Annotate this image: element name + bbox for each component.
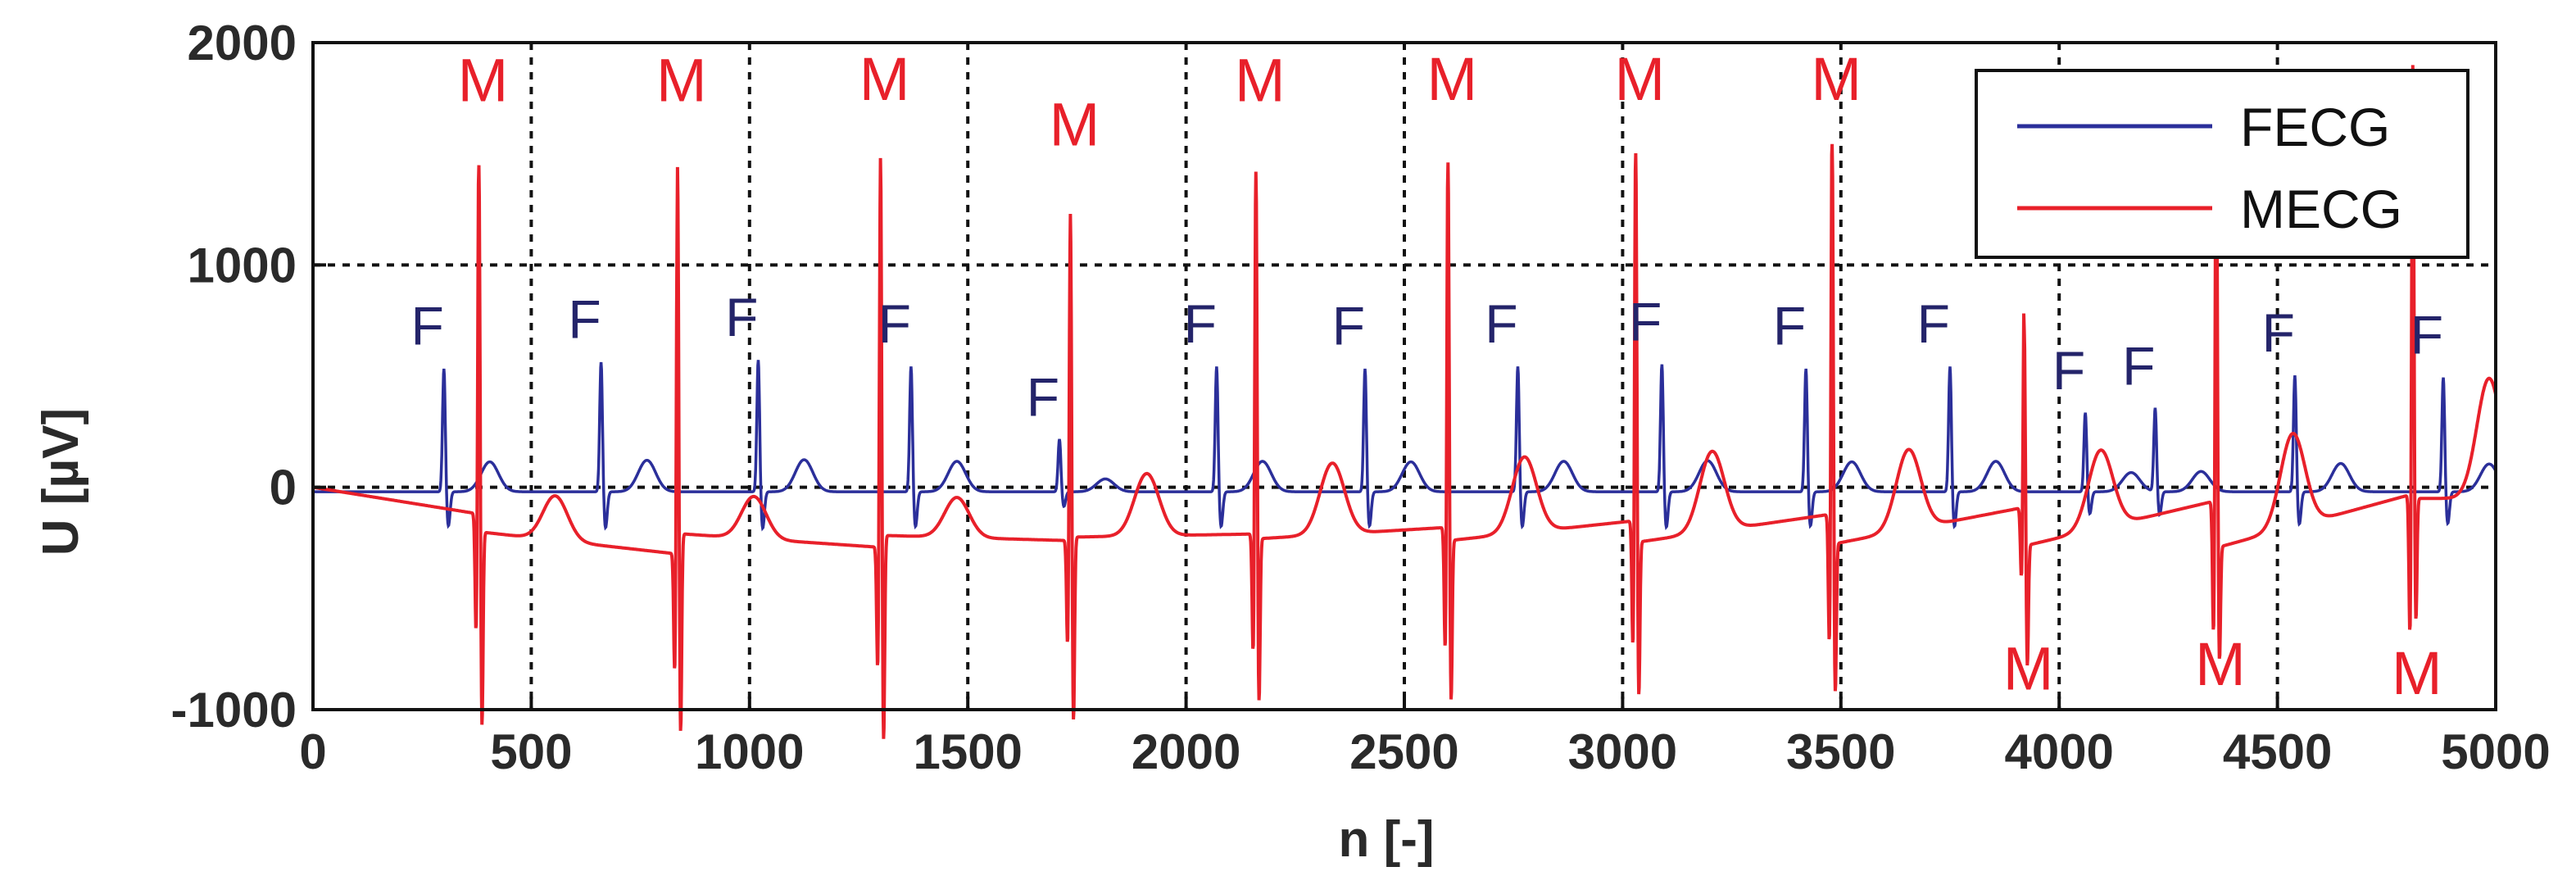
x-tick-label: 4000 — [2004, 724, 2113, 779]
mecg-peak-label: M — [2003, 635, 2054, 703]
fecg-peak-label: F — [2262, 302, 2295, 363]
x-tick-label: 500 — [490, 724, 572, 779]
mecg-peak-label: M — [1050, 91, 1100, 159]
fecg-peak-label: F — [1332, 296, 1365, 356]
mecg-peak-label: M — [656, 46, 707, 114]
fecg-peak-label: F — [2410, 305, 2443, 365]
x-tick-label: 1000 — [695, 724, 804, 779]
mecg-peak-label: M — [2195, 630, 2246, 698]
legend-box — [1975, 69, 2469, 259]
fecg-peak-label: F — [1027, 367, 1059, 428]
y-axis-label: U [µV] — [33, 408, 89, 556]
mecg-peak-label: M — [1811, 45, 1862, 113]
fecg-peak-label: F — [411, 296, 444, 356]
fecg-peak-label: F — [2052, 340, 2085, 401]
mecg-peak-label: M — [2392, 639, 2442, 707]
fecg-peak-label: F — [1773, 296, 1806, 356]
x-tick-label: 2500 — [1349, 724, 1458, 779]
y-tick-label: 2000 — [188, 16, 297, 70]
y-tick-label: -1000 — [171, 683, 297, 738]
fecg-peak-label: F — [1485, 293, 1517, 354]
x-tick-label: 1500 — [913, 724, 1022, 779]
mecg-series-line — [312, 65, 2497, 739]
fecg-peak-label: F — [725, 287, 758, 347]
legend-label-fecg: FECG — [2240, 97, 2390, 157]
legend-label-mecg: MECG — [2240, 179, 2402, 239]
legend: FECG MECG — [1975, 69, 2469, 259]
x-tick-label: 2000 — [1132, 724, 1240, 779]
fecg-peak-label: F — [1917, 293, 1950, 354]
fecg-peak-label: F — [1184, 293, 1217, 354]
y-tick-label: 0 — [270, 461, 297, 515]
x-tick-label: 3500 — [1786, 724, 1895, 779]
x-tick-label: 4500 — [2223, 724, 2332, 779]
fecg-peak-label: F — [878, 293, 911, 354]
x-tick-label: 3000 — [1568, 724, 1677, 779]
y-tick-label: 1000 — [188, 238, 297, 293]
plot-area: F F F FFF F F F F FF FF FM M MMM M M MM M M0 500 1000 1500 20… — [171, 16, 2551, 779]
mecg-peak-label: M — [458, 46, 509, 114]
mecg-peak-label: M — [1426, 45, 1477, 113]
mecg-peak-label: M — [1615, 45, 1666, 113]
fecg-peak-label: F — [2122, 336, 2155, 397]
x-tick-label: 5000 — [2441, 724, 2550, 779]
mecg-peak-label: M — [859, 45, 910, 113]
mecg-peak-label: M — [1235, 46, 1286, 114]
fecg-peak-label: F — [1629, 291, 1662, 352]
x-tick-label: 0 — [299, 724, 326, 779]
x-axis-label: n [-] — [1338, 811, 1434, 868]
fecg-peak-label: F — [568, 289, 601, 350]
